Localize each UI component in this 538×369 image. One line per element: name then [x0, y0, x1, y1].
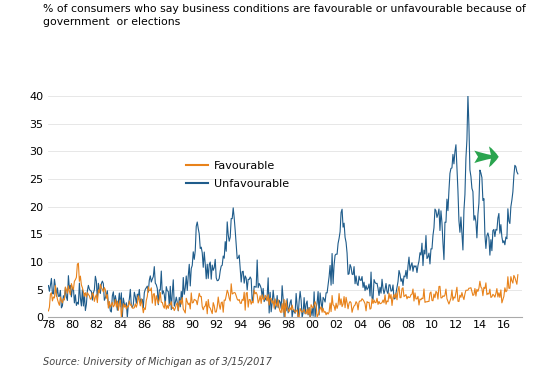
Legend: Favourable, Unfavourable: Favourable, Unfavourable [182, 157, 294, 193]
Text: Source: University of Michigan as of 3/15/2017: Source: University of Michigan as of 3/1… [43, 357, 272, 367]
Text: % of consumers who say business conditions are favourable or unfavourable becaus: % of consumers who say business conditio… [43, 4, 526, 27]
